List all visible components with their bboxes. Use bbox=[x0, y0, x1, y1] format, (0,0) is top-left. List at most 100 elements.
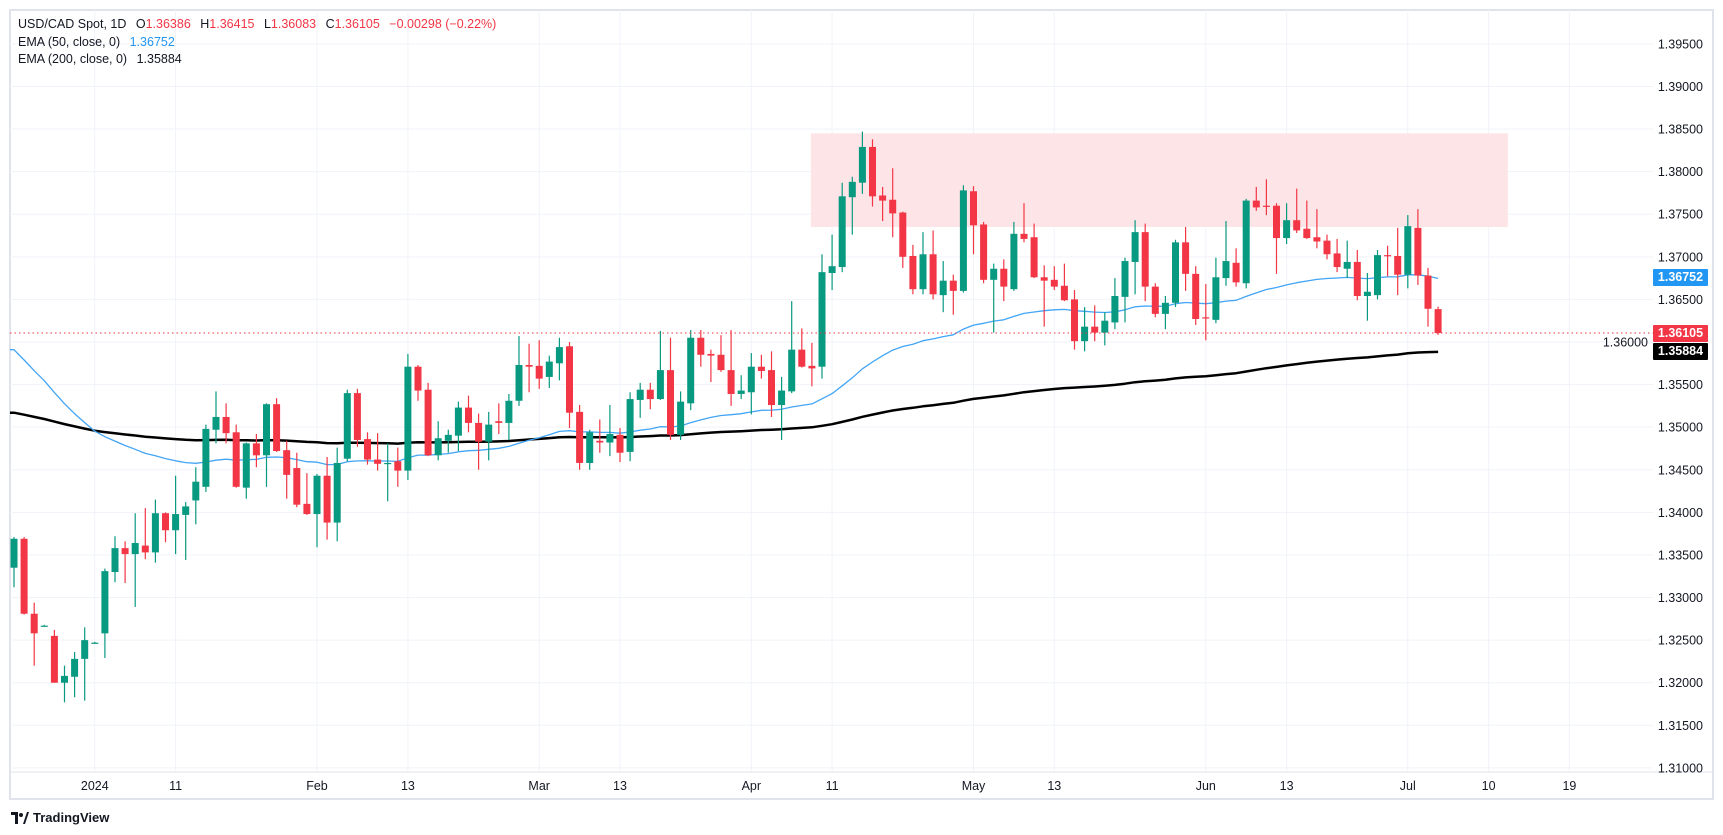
candle-body bbox=[162, 513, 169, 531]
candle-body bbox=[616, 434, 624, 453]
candle-body bbox=[1111, 296, 1119, 323]
candle-body bbox=[91, 642, 99, 644]
candle-body bbox=[1242, 200, 1250, 284]
candle-bullish bbox=[1222, 221, 1230, 286]
candle-body bbox=[283, 450, 291, 475]
candle-body bbox=[747, 366, 755, 393]
tradingview-logo[interactable]: TradingView bbox=[11, 810, 109, 825]
candle-body bbox=[273, 404, 281, 452]
candle-body bbox=[687, 337, 695, 404]
candle-body bbox=[1363, 291, 1371, 297]
candle-body bbox=[505, 400, 513, 423]
candle-bearish bbox=[1252, 186, 1260, 211]
candle-bullish bbox=[778, 376, 786, 440]
symbol-row[interactable]: USD/CAD Spot, 1D O1.36386 H1.36415 L1.36… bbox=[18, 16, 496, 34]
candle-bearish bbox=[808, 342, 816, 387]
candle-bearish bbox=[1060, 263, 1068, 302]
time-tick-label: Jun bbox=[1196, 779, 1216, 793]
candle-body bbox=[1131, 232, 1139, 262]
candle-bearish bbox=[424, 382, 432, 457]
candle-bearish bbox=[162, 512, 169, 543]
candle-bullish bbox=[1121, 257, 1129, 323]
candle-bullish bbox=[939, 261, 947, 313]
candle-body bbox=[1091, 326, 1099, 333]
candle-bullish bbox=[959, 185, 967, 293]
candle-bearish bbox=[1434, 306, 1442, 335]
candle-bearish bbox=[121, 541, 129, 584]
candle-bearish bbox=[596, 419, 604, 453]
candle-bullish bbox=[454, 401, 462, 452]
candle-body bbox=[424, 389, 432, 456]
ema200-value: 1.35884 bbox=[136, 52, 182, 66]
candle-body bbox=[1020, 233, 1028, 239]
candle-bullish bbox=[515, 336, 523, 406]
time-axis[interactable]: 2024 11 Feb 13 Mar 13 Apr 11 May 13 Jun 13 Jul 10 19 bbox=[81, 779, 1577, 793]
candle-body bbox=[374, 459, 382, 464]
candle-body bbox=[1252, 200, 1260, 208]
low-label: L bbox=[263, 17, 271, 31]
candle-body bbox=[980, 224, 988, 280]
candle-body bbox=[677, 401, 685, 435]
price-tick-label: 1.37000 bbox=[1658, 250, 1703, 264]
candle-body bbox=[798, 349, 806, 367]
candle-bearish bbox=[798, 328, 806, 368]
candle-bullish bbox=[1363, 273, 1371, 321]
candle-bearish bbox=[303, 473, 311, 515]
candle-bullish bbox=[91, 641, 99, 644]
candle-bearish bbox=[374, 433, 382, 471]
candle-bullish bbox=[505, 393, 513, 440]
candle-body bbox=[1141, 232, 1149, 287]
candle-bullish bbox=[1172, 239, 1179, 308]
candle-body bbox=[30, 613, 38, 634]
ema-200-path bbox=[10, 350, 1439, 445]
time-tick-label: 13 bbox=[1047, 779, 1061, 793]
candle-bearish bbox=[768, 351, 775, 417]
candle-body bbox=[778, 390, 786, 406]
candle-bearish bbox=[1040, 265, 1048, 327]
candle-body bbox=[970, 191, 977, 226]
price-tick-label: 1.38000 bbox=[1658, 165, 1703, 179]
candle-bearish bbox=[293, 452, 301, 508]
candle-body bbox=[192, 481, 200, 501]
candle-body bbox=[545, 361, 553, 377]
price-tick-label: 1.37500 bbox=[1658, 208, 1703, 222]
candle-body bbox=[71, 658, 79, 677]
candle-bullish bbox=[263, 403, 270, 487]
candle-body bbox=[1424, 275, 1432, 309]
candle-body bbox=[333, 462, 341, 523]
time-tick-label: 11 bbox=[169, 779, 182, 793]
candle-bearish bbox=[1353, 250, 1361, 301]
candle-bullish bbox=[737, 375, 745, 400]
time-tick-label: 13 bbox=[401, 779, 415, 793]
candle-bullish bbox=[242, 442, 250, 499]
candle-body bbox=[1434, 309, 1442, 334]
candle-bullish bbox=[131, 513, 139, 607]
candle-body bbox=[1202, 317, 1210, 319]
candle-body bbox=[444, 434, 452, 441]
ema200-legend[interactable]: EMA (200, close, 0) 1.35884 bbox=[18, 51, 496, 69]
high-value: 1.36415 bbox=[209, 17, 255, 31]
candle-body bbox=[858, 146, 866, 183]
candle-body bbox=[566, 346, 573, 413]
ema50-legend[interactable]: EMA (50, close, 0) 1.36752 bbox=[18, 34, 496, 52]
candle-bearish bbox=[1232, 248, 1240, 287]
candle-body bbox=[1050, 279, 1058, 287]
candle-body bbox=[404, 366, 412, 471]
ema50-price-tag: 1.36752 bbox=[1653, 269, 1708, 287]
time-tick-label: May bbox=[962, 779, 986, 793]
candle-bearish bbox=[1384, 245, 1392, 277]
candle-bullish bbox=[40, 624, 48, 627]
price-tick-label: 1.31000 bbox=[1658, 761, 1703, 775]
candle-bearish bbox=[616, 428, 624, 463]
candle-bearish bbox=[869, 139, 876, 207]
candle-bearish bbox=[1050, 266, 1058, 291]
candle-bullish bbox=[111, 536, 119, 583]
candle-body bbox=[1172, 242, 1179, 303]
candle-bullish bbox=[656, 330, 664, 400]
candle-body bbox=[707, 353, 715, 356]
candle-bearish bbox=[879, 186, 887, 222]
candle-bullish bbox=[1212, 257, 1220, 324]
price-axis[interactable]: 1.39500 1.39000 1.38500 1.38000 1.37500 1.370… bbox=[1603, 37, 1703, 775]
candle-bullish bbox=[545, 355, 553, 388]
